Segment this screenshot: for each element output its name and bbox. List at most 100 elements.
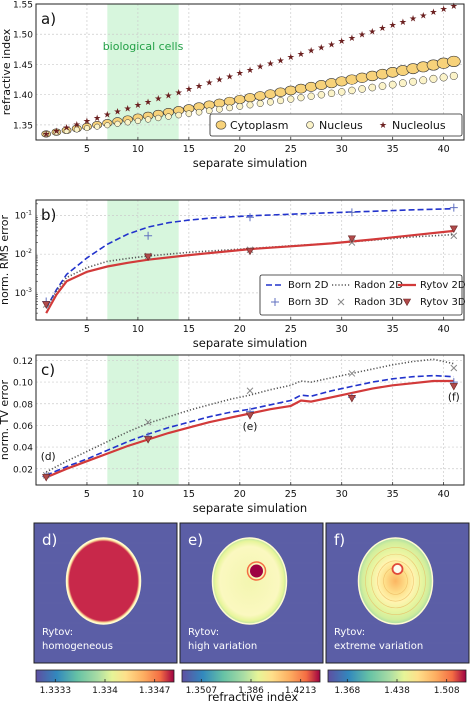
legend-marker	[337, 298, 345, 306]
rytov-3d-point	[449, 225, 458, 234]
nucleolus-spot	[250, 564, 263, 578]
nucleus-point	[236, 102, 244, 110]
legend-label: Nucleus	[319, 119, 363, 132]
colorbar-tick-label: 1.368	[334, 686, 360, 696]
x-axis-label: separate simulation	[193, 156, 307, 170]
x-tick-label: 20	[234, 324, 246, 335]
chart-panel-c: 0.02 0.04 0.06 0.08 0.10 0.12 5 10 15 20 25 30 35 40 s…	[0, 354, 465, 515]
x-tick-label: 30	[336, 144, 348, 155]
legend-marker-nucleus	[306, 121, 314, 129]
nucleus-point	[337, 88, 346, 96]
colorbar-tick-label: 1.3507	[186, 686, 218, 696]
x-tick-label: 25	[285, 324, 297, 335]
legend-label: Born 2D	[288, 280, 329, 291]
caption-line-2: extreme variation	[334, 641, 423, 652]
nucleus-point	[398, 79, 407, 88]
legend-label: Born 3D	[288, 297, 329, 308]
nucleolus-point: ★	[256, 63, 264, 73]
plot-frame	[35, 3, 465, 141]
x-tick-label: 30	[336, 489, 348, 500]
nucleus-point	[439, 73, 448, 82]
legend-label: Cytoplasm	[230, 119, 288, 132]
nucleus-point	[53, 129, 60, 136]
nucleolus-point: ★	[348, 34, 356, 44]
radon-3d-point	[450, 232, 458, 240]
nucleus-point	[165, 113, 172, 120]
nucleus-point	[216, 105, 223, 113]
image-panel-homogeneous: d) Rytov: homogeneous 1.3333 1.334 1.3347	[33, 522, 178, 696]
nucleus-ring	[246, 561, 267, 581]
x-tick-label: 40	[438, 489, 450, 500]
x-tick-label: 15	[183, 489, 195, 500]
nucleus-point	[195, 108, 203, 116]
legend-label: Radon 3D	[354, 297, 403, 308]
rytov-3d-point	[245, 247, 255, 256]
nucleolus-point: ★	[358, 31, 366, 41]
x-tick-label: 15	[183, 324, 195, 335]
colorbar-tick-label: 1.386	[238, 686, 264, 696]
y-tick-label: 10-1	[15, 209, 33, 221]
nucleolus-point: ★	[154, 95, 162, 105]
charts-layer: 1.35 1.40 1.45 1.50 1.55 5 10 15 20 25 30 35 40 biolo…	[0, 1, 466, 516]
plot-frame	[35, 199, 465, 321]
nucleolus-point: ★	[144, 98, 152, 108]
y-tick-label: 1.45	[13, 61, 33, 71]
y-tick-label: 0.04	[13, 444, 33, 454]
rytov-3d-point	[42, 474, 51, 482]
nucleolus-point: ★	[42, 130, 50, 140]
y-axis-label: refractive index	[0, 28, 13, 115]
image-panel-high: e) Rytov: high variation 1.3507 1.386 1.4213	[179, 522, 324, 696]
x-tick-label: 15	[183, 144, 195, 155]
nucleolus-point: ★	[450, 2, 458, 12]
x-tick-label: 35	[387, 489, 399, 500]
nucleus-point	[388, 80, 397, 89]
x-tick-label: 10	[132, 144, 144, 155]
nucleus-point	[124, 119, 131, 126]
nucleolus-point: ★	[205, 79, 213, 89]
legend-marker-cytoplasm	[215, 120, 227, 130]
nucleus-point	[144, 116, 152, 123]
nucleolus-point: ★	[419, 11, 427, 21]
colorbar-tick-label: 1.508	[434, 686, 460, 696]
nucleus-point	[104, 122, 111, 129]
x-tick-label: 35	[387, 324, 399, 335]
cytoplasm-point	[294, 83, 308, 94]
nucleus-point	[409, 77, 417, 86]
nucleus-point	[287, 95, 295, 103]
nucleolus-point: ★	[134, 101, 142, 111]
cell-ring	[371, 553, 420, 609]
nucleolus-point: ★	[175, 88, 183, 98]
panel-label: d)	[42, 531, 57, 549]
nucleolus-point: ★	[113, 108, 121, 118]
nucleolus-point: ★	[52, 127, 60, 137]
y-tick-label: 0.06	[13, 422, 33, 432]
x-axis-label: separate simulation	[193, 336, 307, 350]
x-tick-label: 20	[234, 489, 246, 500]
colorbar-tick-label: 1.3347	[139, 686, 171, 696]
legend-box	[209, 113, 463, 137]
nucleolus-point: ★	[124, 104, 132, 114]
born-3d-point	[246, 213, 254, 222]
rytov-3d-point	[245, 412, 255, 420]
series-line-born-2d	[45, 207, 454, 309]
legend-label: Radon 2D	[354, 280, 403, 291]
highlight-label: biological cells	[103, 40, 184, 53]
colorbar-tick-label: 1.438	[384, 686, 410, 696]
nucleolus-point: ★	[440, 5, 448, 15]
x-tick-label: 5	[84, 144, 90, 155]
nucleolus-point: ★	[429, 8, 437, 18]
nucleus-point	[63, 128, 70, 134]
nucleus-point	[73, 126, 80, 133]
born-3d-point	[347, 208, 356, 217]
nucleus-point	[358, 85, 366, 93]
rytov-3d-point	[347, 235, 357, 243]
born-3d-point	[449, 203, 458, 212]
nucleolus-point: ★	[236, 69, 244, 79]
rytov-3d-point	[143, 253, 153, 262]
cytoplasm-point	[274, 87, 287, 97]
caption-line-2: homogeneous	[42, 641, 113, 652]
nucleolus-point: ★	[378, 24, 386, 34]
nucleolus-point: ★	[164, 92, 172, 102]
y-axis-label: norm. TV error	[0, 379, 11, 460]
nucleus-point	[449, 71, 458, 80]
